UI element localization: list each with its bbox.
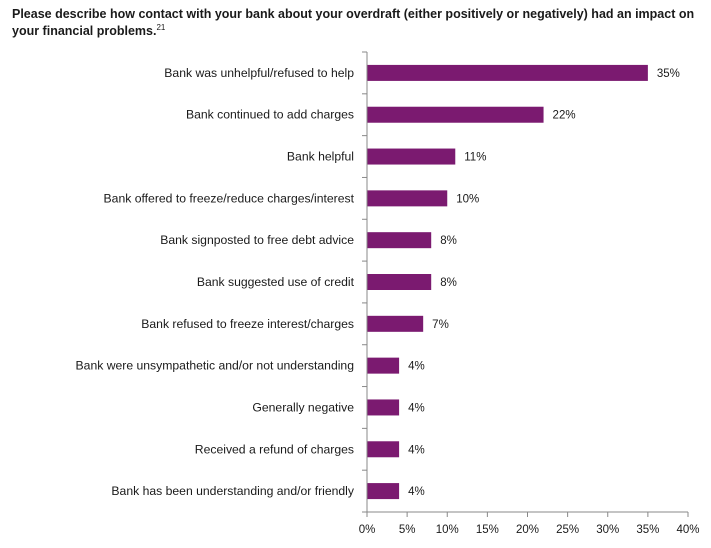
x-tick-label: 25% <box>556 524 579 536</box>
value-label: 4% <box>408 361 425 373</box>
x-axis: 0% 5% 10% 15% 20% 25% 30% 35% 40% <box>359 51 700 536</box>
value-label: 4% <box>408 444 425 456</box>
value-label: 7% <box>432 319 449 331</box>
bar <box>367 274 432 290</box>
x-tick-label: 5% <box>399 524 416 536</box>
value-label: 22% <box>553 110 576 122</box>
chart-title: Please describe how contact with your ba… <box>12 6 702 40</box>
bar <box>367 232 432 249</box>
category-label: Bank helpful <box>287 150 354 164</box>
value-label: 35% <box>657 68 680 80</box>
bar <box>367 483 400 500</box>
value-label: 8% <box>440 277 457 289</box>
bar <box>367 148 456 165</box>
chart-title-text: Please describe how contact with your ba… <box>12 7 695 38</box>
x-tick-label: 20% <box>516 524 539 536</box>
bar <box>367 64 648 81</box>
x-tick-label: 0% <box>359 524 376 536</box>
category-label: Bank were unsympathetic and/or not under… <box>76 359 354 373</box>
bar <box>367 441 400 458</box>
value-label: 8% <box>440 235 457 247</box>
category-label: Bank was unhelpful/refused to help <box>164 66 354 80</box>
x-tick-label: 35% <box>636 524 659 536</box>
category-label: Bank refused to freeze interest/charges <box>141 317 354 331</box>
category-label: Bank suggested use of credit <box>197 275 355 289</box>
x-tick-label: 30% <box>596 524 619 536</box>
value-label: 4% <box>408 486 425 498</box>
category-label: Generally negative <box>252 400 354 414</box>
x-tick-label: 40% <box>676 524 699 536</box>
bar <box>367 399 400 416</box>
value-labels: 35% 22% 11% 10% 8% 8% 7% 4% 4% 4% 4% <box>408 68 680 498</box>
x-tick-label: 15% <box>476 524 499 536</box>
category-labels: Bank was unhelpful/refused to help Bank c… <box>76 66 355 498</box>
category-label: Bank signposted to free debt advice <box>160 233 354 247</box>
bar <box>367 357 400 374</box>
bar <box>367 190 448 207</box>
bar <box>367 106 544 123</box>
value-label: 11% <box>464 152 486 164</box>
bars-group <box>367 64 648 500</box>
category-label: Bank continued to add charges <box>186 108 354 122</box>
value-label: 10% <box>456 193 479 205</box>
category-label: Received a refund of charges <box>195 442 354 456</box>
value-label: 4% <box>408 402 425 414</box>
category-label: Bank offered to freeze/reduce charges/in… <box>104 191 355 205</box>
x-tick-label: 10% <box>436 524 459 536</box>
category-label: Bank has been understanding and/or frien… <box>111 484 354 498</box>
bar <box>367 315 424 332</box>
title-footnote: 21 <box>156 22 166 32</box>
